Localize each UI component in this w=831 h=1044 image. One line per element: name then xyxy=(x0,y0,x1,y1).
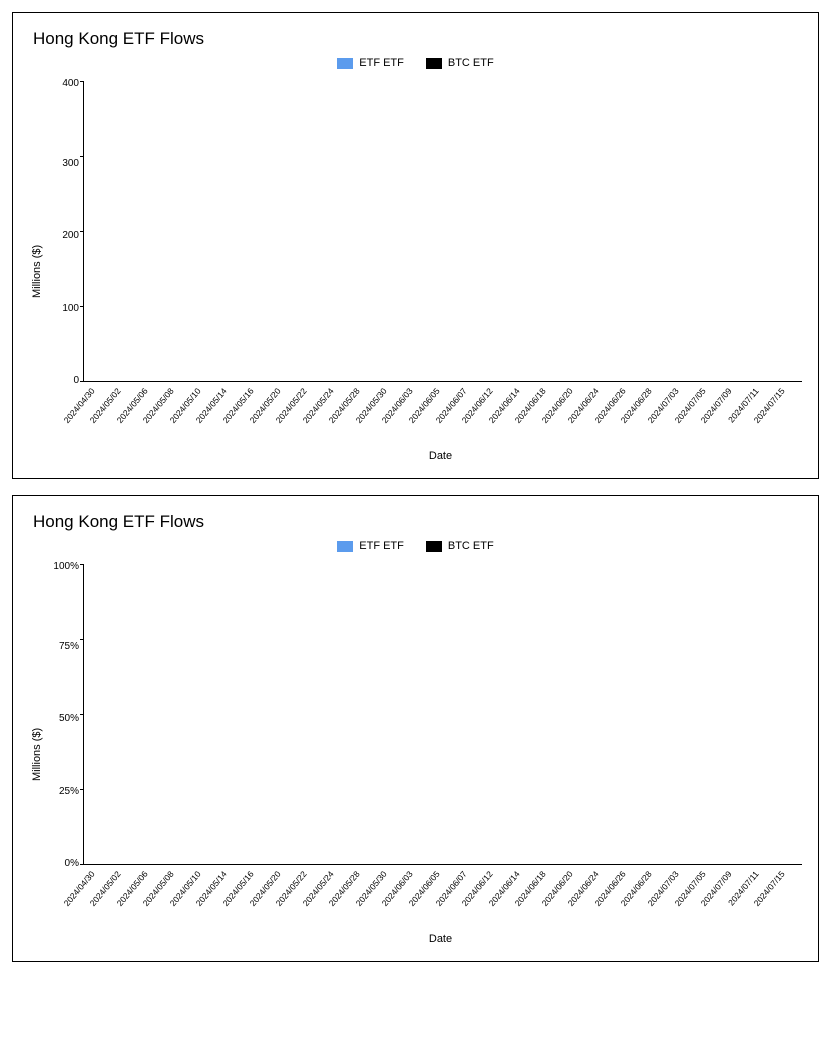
legend-item-etf: ETF ETF xyxy=(337,57,404,69)
legend-label-etf: ETF ETF xyxy=(359,540,404,552)
plot-area xyxy=(83,81,802,382)
chart-title: Hong Kong ETF Flows xyxy=(33,512,802,532)
x-tick xyxy=(787,386,798,448)
chart-inner: Millions ($) 400 300 200 100 0 2024/04/30202… xyxy=(29,81,802,462)
chart-panel-absolute: Hong Kong ETF Flows ETF ETF BTC ETF Mill… xyxy=(12,12,819,479)
chart-inner: Millions ($) 100% 75% 50% 25% 0% 2024/04/302… xyxy=(29,564,802,945)
legend: ETF ETF BTC ETF xyxy=(29,57,802,69)
x-axis: 2024/04/302024/05/022024/05/062024/05/08… xyxy=(45,386,802,448)
legend-swatch-btc xyxy=(426,58,442,69)
y-tick-label: 0 xyxy=(73,376,79,386)
legend-label-btc: BTC ETF xyxy=(448,57,494,69)
y-tick-label: 50% xyxy=(59,714,79,724)
y-axis-label: Millions ($) xyxy=(29,564,45,945)
x-tick: 2024/07/15 xyxy=(774,869,785,931)
plot-area xyxy=(83,564,802,865)
legend-item-btc: BTC ETF xyxy=(426,57,494,69)
chart-panel-percent: Hong Kong ETF Flows ETF ETF BTC ETF Mill… xyxy=(12,495,819,962)
chart-title: Hong Kong ETF Flows xyxy=(33,29,802,49)
y-axis-label: Millions ($) xyxy=(29,81,45,462)
legend-item-etf: ETF ETF xyxy=(337,540,404,552)
y-tick-label: 0% xyxy=(65,859,79,869)
y-tick-label: 100% xyxy=(53,562,79,572)
y-tick-label: 200 xyxy=(62,231,79,241)
x-axis-label: Date xyxy=(45,450,802,462)
legend-swatch-btc xyxy=(426,541,442,552)
y-tick-label: 25% xyxy=(59,787,79,797)
x-tick xyxy=(787,869,798,931)
y-tick-label: 400 xyxy=(62,79,79,89)
y-axis: 4003002001000 xyxy=(45,81,83,381)
y-axis: 100%75%50%25%0% xyxy=(45,564,83,864)
legend-label-btc: BTC ETF xyxy=(448,540,494,552)
legend: ETF ETF BTC ETF xyxy=(29,540,802,552)
legend-label-etf: ETF ETF xyxy=(359,57,404,69)
x-axis: 2024/04/302024/05/022024/05/062024/05/08… xyxy=(45,869,802,931)
y-tick-label: 75% xyxy=(59,642,79,652)
legend-swatch-etf xyxy=(337,58,353,69)
x-tick: 2024/07/15 xyxy=(774,386,785,448)
legend-swatch-etf xyxy=(337,541,353,552)
x-axis-label: Date xyxy=(45,933,802,945)
y-tick-label: 100 xyxy=(62,304,79,314)
legend-item-btc: BTC ETF xyxy=(426,540,494,552)
y-tick-label: 300 xyxy=(62,159,79,169)
